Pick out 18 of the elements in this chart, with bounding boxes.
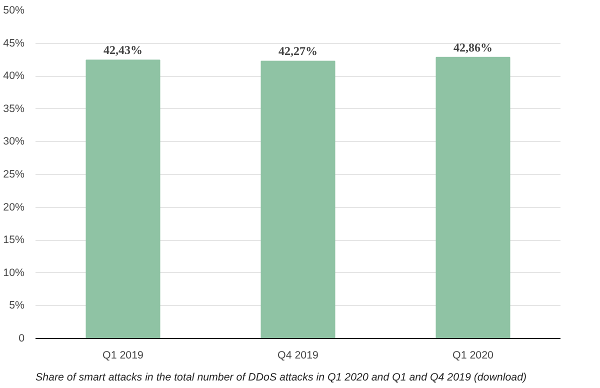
x-tick-label: Q1 2020	[452, 350, 494, 362]
text: Share of smart attacks in the total number of DDoS attacks in Q1 2020 and Q1 and Q4 2019 (download)	[36, 372, 527, 384]
y-tick-label: 10%	[3, 266, 26, 279]
x-tick-label: Q1 2019	[102, 350, 144, 362]
data-label: 42,43%	[104, 43, 142, 58]
y-tick-label: 35%	[3, 102, 26, 115]
y-tick-label: 25%	[3, 168, 26, 180]
y-tick-label: 20%	[3, 201, 26, 214]
y-tick-label: 50%	[3, 4, 26, 16]
x-tick-label: Q4 2019	[278, 350, 319, 362]
y-tick-label: 5%	[9, 300, 26, 312]
y-tick-label: 15%	[3, 234, 26, 246]
y-tick-label: 45%	[3, 37, 26, 50]
y-tick-label: 40%	[3, 70, 26, 82]
y-tick-label: 30%	[3, 136, 26, 148]
y-tick-label: 0	[18, 332, 25, 344]
data-label: 42,27%	[278, 44, 318, 58]
data-label: 42,86%	[454, 40, 492, 54]
